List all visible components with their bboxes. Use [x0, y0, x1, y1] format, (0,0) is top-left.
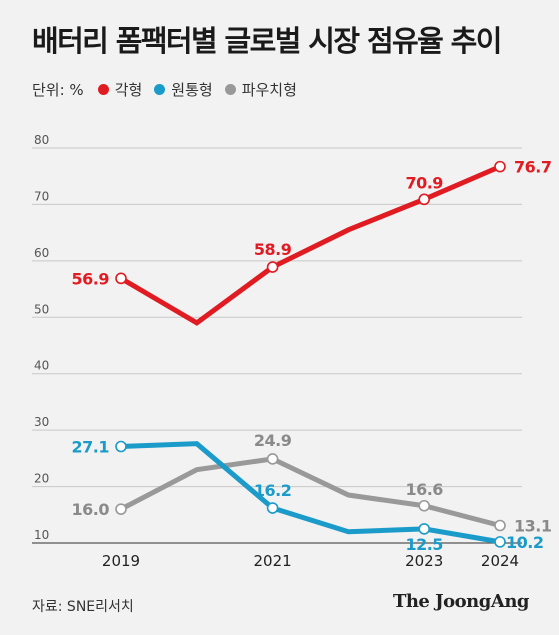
data-label: 10.2: [506, 533, 543, 552]
data-point-marker: [494, 519, 506, 532]
publisher-logo: The JoongAng: [392, 591, 530, 612]
x-tick-label: 2019: [102, 552, 140, 570]
data-label: 13.1: [514, 517, 552, 536]
data-point-marker: [115, 440, 127, 453]
y-tick-label: 20: [34, 472, 49, 486]
y-tick-label: 10: [34, 528, 49, 542]
legend: 단위: % 각형 원통형 파우치형: [32, 79, 309, 100]
legend-label-cylindrical: 원통형: [171, 81, 213, 99]
legend-item-prismatic: 각형: [97, 79, 143, 100]
y-tick-label: 70: [34, 189, 49, 203]
series-line-0: [119, 164, 501, 326]
x-tick-label: 2023: [405, 552, 443, 570]
series-line-2: [119, 456, 501, 528]
data-point-marker: [266, 261, 279, 273]
data-point-marker: [494, 160, 506, 173]
legend-label-prismatic: 각형: [114, 81, 143, 99]
unit-label: 단위: %: [32, 81, 84, 99]
x-tick-label: 2024: [481, 552, 519, 570]
data-label: 70.9: [405, 173, 443, 192]
data-point-marker: [418, 499, 431, 512]
data-label: 16.0: [72, 500, 110, 519]
y-tick-label: 60: [34, 246, 49, 260]
series-line-1: [120, 441, 501, 545]
legend-dot-pouch: [224, 84, 236, 95]
data-label: 76.7: [514, 158, 551, 177]
data-point-marker: [494, 536, 506, 548]
x-tick-label: 2021: [254, 552, 292, 570]
data-point-marker: [418, 193, 431, 206]
data-label: 24.9: [254, 431, 292, 450]
data-point-marker: [115, 272, 127, 285]
chart-title: 배터리 폼팩터별 글로벌 시장 점유율 추이: [32, 24, 502, 58]
data-point-marker: [266, 453, 279, 465]
legend-item-cylindrical: 원통형: [154, 79, 213, 100]
legend-label-pouch: 파우치형: [241, 81, 297, 99]
data-point-marker: [115, 503, 127, 515]
y-tick-label: 40: [34, 359, 49, 373]
data-label: 16.6: [405, 480, 443, 499]
legend-item-pouch: 파우치형: [224, 79, 297, 100]
y-tick-label: 30: [34, 415, 49, 429]
data-label: 16.2: [254, 481, 291, 500]
data-point-marker: [266, 502, 279, 514]
data-label: 12.5: [405, 535, 443, 554]
data-label: 27.1: [72, 438, 110, 457]
legend-dot-prismatic: [97, 84, 109, 95]
y-tick-label: 80: [34, 133, 49, 147]
y-tick-label: 50: [34, 302, 49, 316]
legend-dot-cylindrical: [154, 84, 166, 95]
data-label: 56.9: [72, 269, 110, 288]
source-note: 자료: SNE리서치: [32, 599, 134, 615]
data-label: 58.9: [254, 240, 292, 259]
data-point-marker: [418, 523, 431, 535]
